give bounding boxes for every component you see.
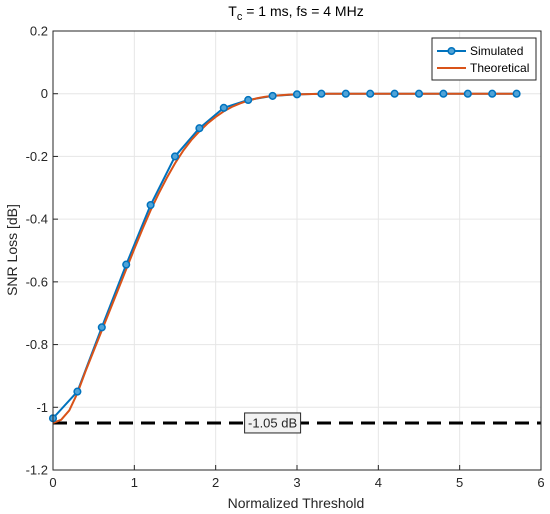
chart-title: Tc = 1 ms, fs = 4 MHz: [228, 3, 363, 23]
data-point-simulated: [292, 90, 302, 99]
legend-marker-simulated: [447, 46, 456, 56]
y-ticks: 0.2 0 -0.2 -0.4 -0.6 -0.8 -1 -1.2: [26, 24, 58, 478]
y-tick-label: -0.6: [26, 274, 48, 289]
y-tick-label: -0.8: [26, 337, 48, 352]
y-tick-label: -0.2: [26, 149, 48, 164]
data-point-simulated: [414, 89, 424, 98]
x-tick-label: 0: [49, 475, 56, 490]
data-point-simulated: [512, 89, 521, 98]
reference-label-text: -1.05 dB: [248, 415, 297, 430]
x-tick-label: 6: [537, 475, 544, 490]
data-point-simulated: [219, 103, 228, 112]
data-point-simulated: [122, 260, 131, 269]
data-point-simulated: [366, 89, 375, 98]
x-tick-label: 1: [131, 475, 138, 490]
series-group: [48, 89, 521, 424]
data-point-simulated: [146, 200, 155, 210]
x-tick-label: 4: [375, 475, 382, 490]
y-tick-label: 0: [41, 86, 48, 101]
x-tick-label: 3: [293, 475, 300, 490]
data-point-simulated: [195, 124, 204, 133]
y-tick-label: 0.2: [30, 24, 48, 39]
data-point-simulated: [341, 89, 350, 98]
data-point-simulated: [439, 89, 448, 98]
data-point-simulated: [97, 323, 106, 332]
legend-label-theoretical: Theoretical: [470, 61, 529, 75]
series-line-theoretical: [52, 92, 517, 424]
data-point-simulated: [463, 89, 472, 98]
legend: Simulated Theoretical: [431, 37, 537, 81]
data-point-simulated: [73, 387, 82, 396]
legend-box: [431, 37, 537, 81]
reference-label-box: -1.05 dB: [244, 412, 302, 434]
x-ticks: 0 1 2 3 4 5 6: [49, 465, 545, 490]
legend-label-simulated: Simulated: [470, 44, 523, 58]
y-tick-label: -1: [36, 400, 48, 415]
data-point-simulated: [317, 89, 326, 98]
data-point-simulated: [170, 152, 180, 161]
y-axis-label: SNR Loss [dB]: [4, 204, 20, 296]
data-point-simulated: [488, 89, 497, 98]
data-point-simulated: [244, 95, 253, 105]
data-point-simulated: [390, 89, 399, 98]
x-axis-label: Normalized Threshold: [228, 495, 365, 511]
x-tick-label: 5: [456, 475, 463, 490]
x-tick-label: 2: [212, 475, 219, 490]
y-tick-label: -0.4: [26, 212, 48, 227]
data-point-simulated: [268, 91, 277, 100]
y-tick-label: -1.2: [26, 463, 48, 478]
